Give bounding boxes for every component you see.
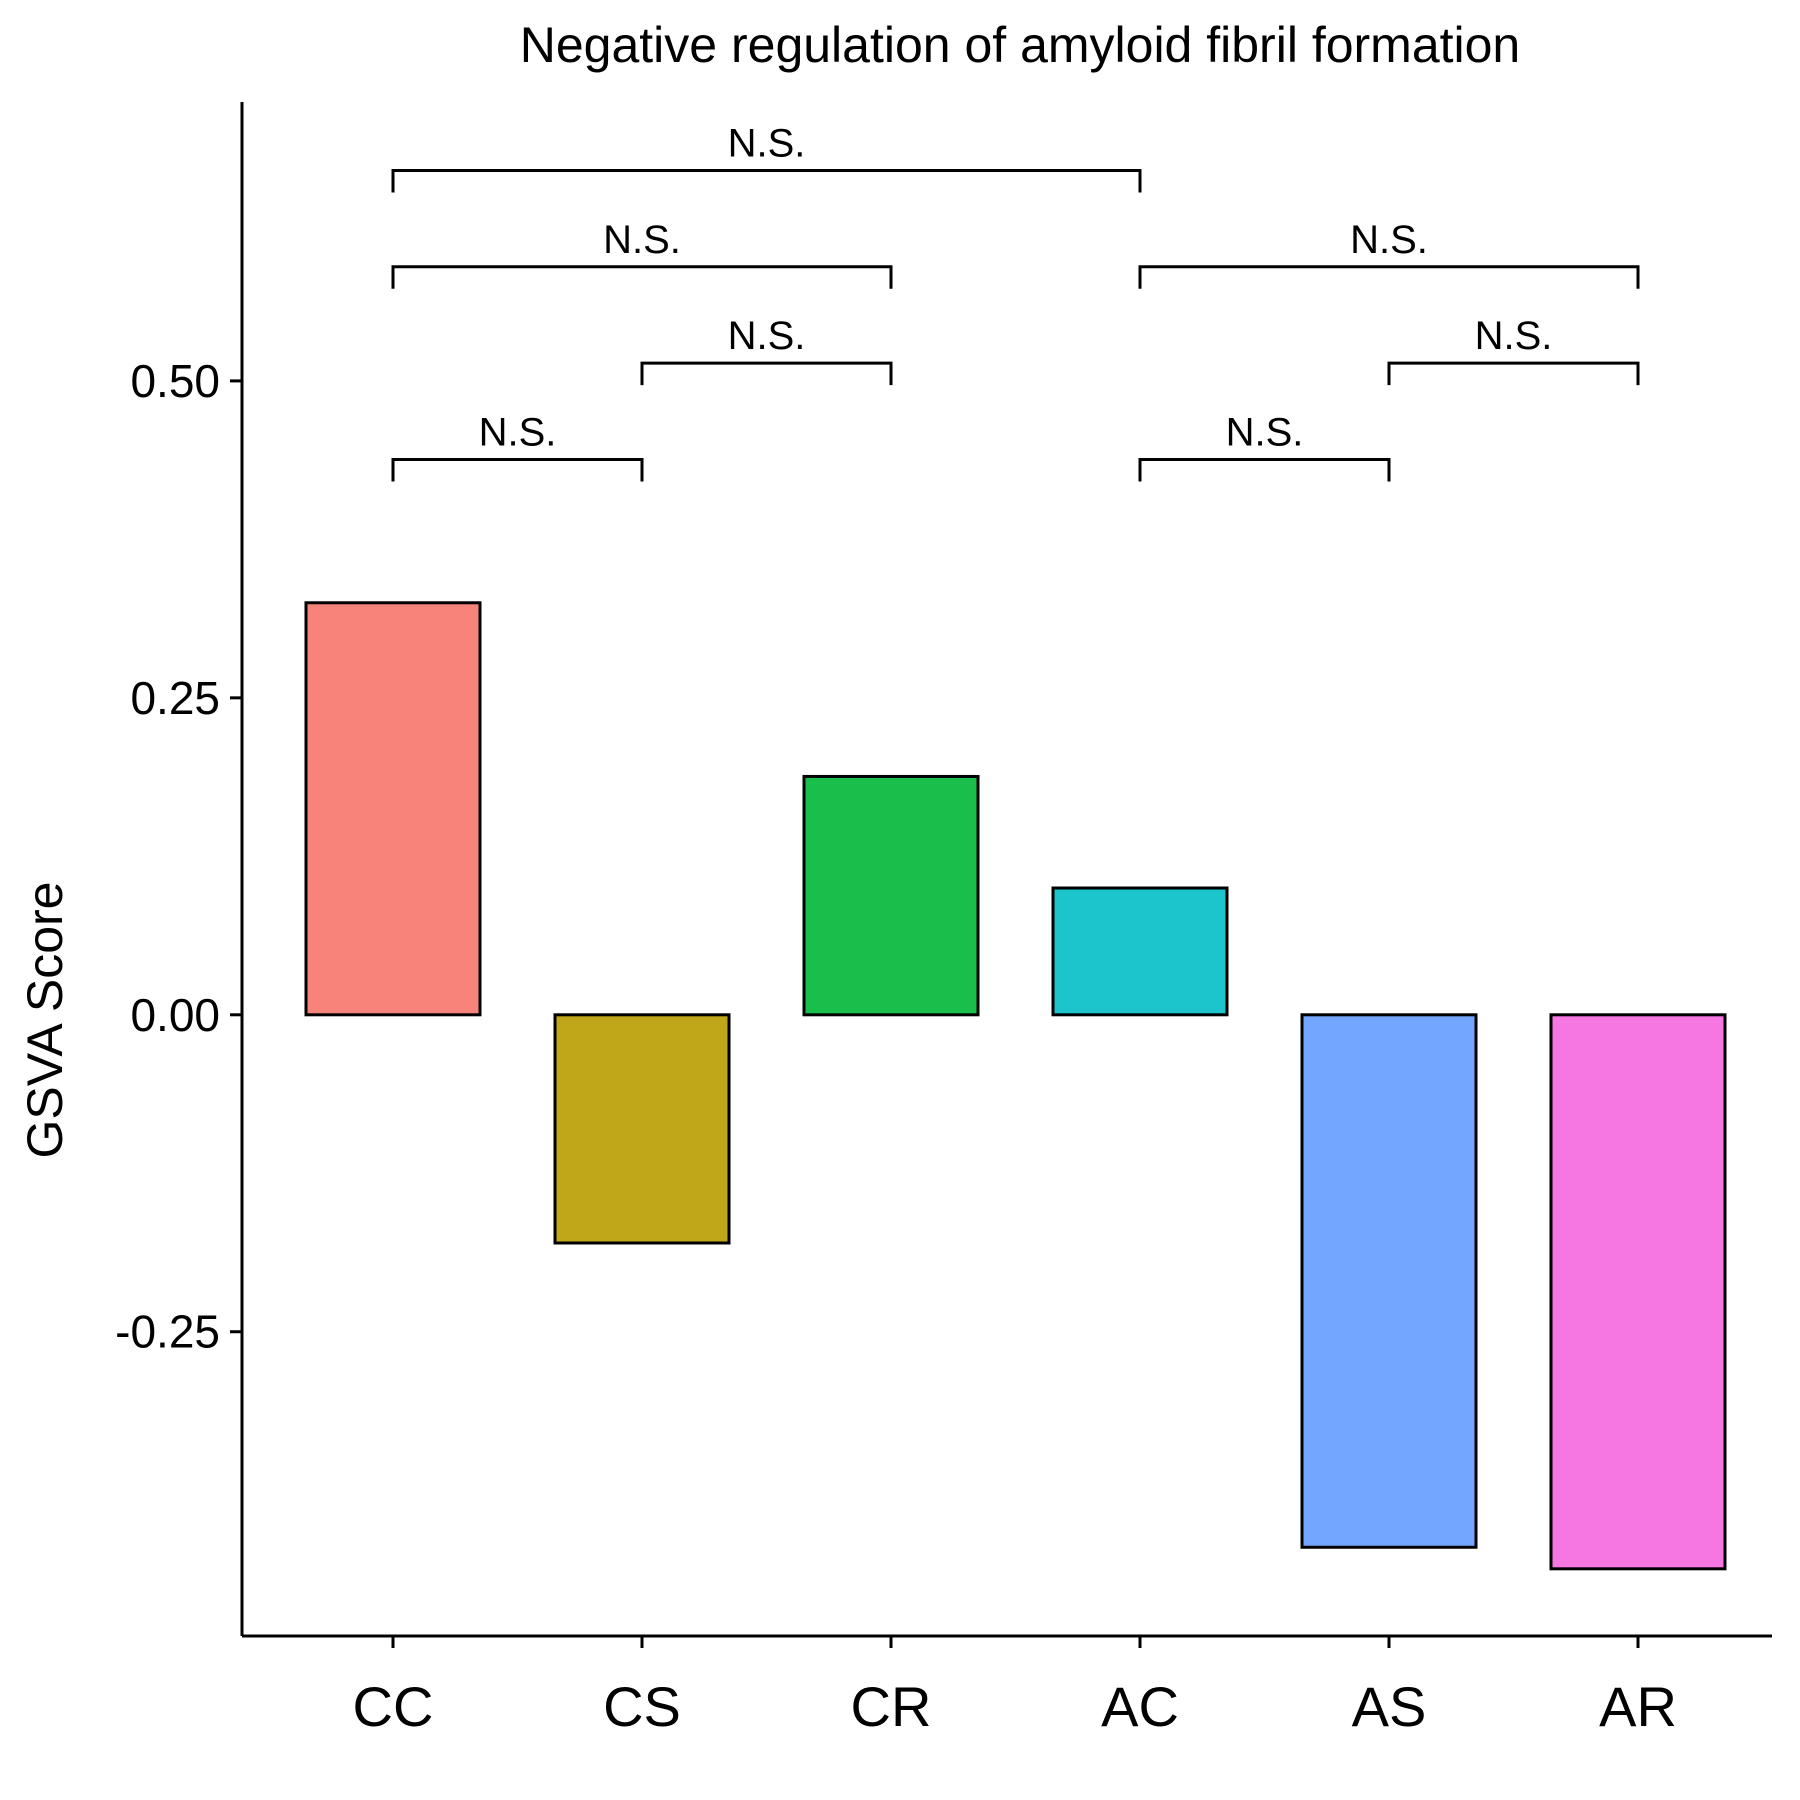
significance-bracket [391,265,893,289]
x-tick-label-cr: CR [851,1675,932,1738]
y-axis-ticks: 0.50 0.25 0.00 -0.25 [115,355,242,1358]
significance-bracket [640,361,893,386]
significance-bracket [1387,361,1640,386]
bar-ar [1549,1013,1727,1571]
x-tick-label-ar: AR [1599,1675,1677,1738]
y-axis-label: GSVA Score [17,882,73,1159]
y-tick-label: -0.25 [115,1306,220,1358]
significance-brackets: N.S. N.S. N.S. N.S. N.S. N.S. N.S. [391,121,1640,482]
bar-ac [1051,886,1229,1017]
x-tick-label-ac: AC [1101,1675,1179,1738]
y-tick-label: 0.25 [130,672,220,724]
x-tick-label-cs: CS [603,1675,681,1738]
significance-bracket [1138,265,1640,289]
significance-label: N.S. [728,314,806,358]
x-tick-label-cc: CC [353,1675,434,1738]
bar-cc [304,601,482,1017]
x-axis-ticks: CC CS CR AC AS AR [353,1636,1677,1738]
y-tick-label: 0.50 [130,355,220,407]
significance-bracket [1138,458,1391,482]
y-tick-label: 0.00 [130,989,220,1041]
significance-label: N.S. [1226,411,1304,455]
bars [304,601,1727,1571]
significance-label: N.S. [728,121,806,165]
bar-cr [802,774,980,1017]
significance-label: N.S. [479,411,557,455]
significance-bracket [391,168,1142,193]
significance-label: N.S. [1350,218,1428,262]
x-tick-label-as: AS [1352,1675,1427,1738]
significance-label: N.S. [1475,314,1553,358]
chart-title: Negative regulation of amyloid fibril fo… [520,17,1521,73]
significance-label: N.S. [603,218,681,262]
bar-as [1300,1013,1478,1549]
significance-bracket [391,458,644,482]
bar-cs [553,1013,731,1245]
